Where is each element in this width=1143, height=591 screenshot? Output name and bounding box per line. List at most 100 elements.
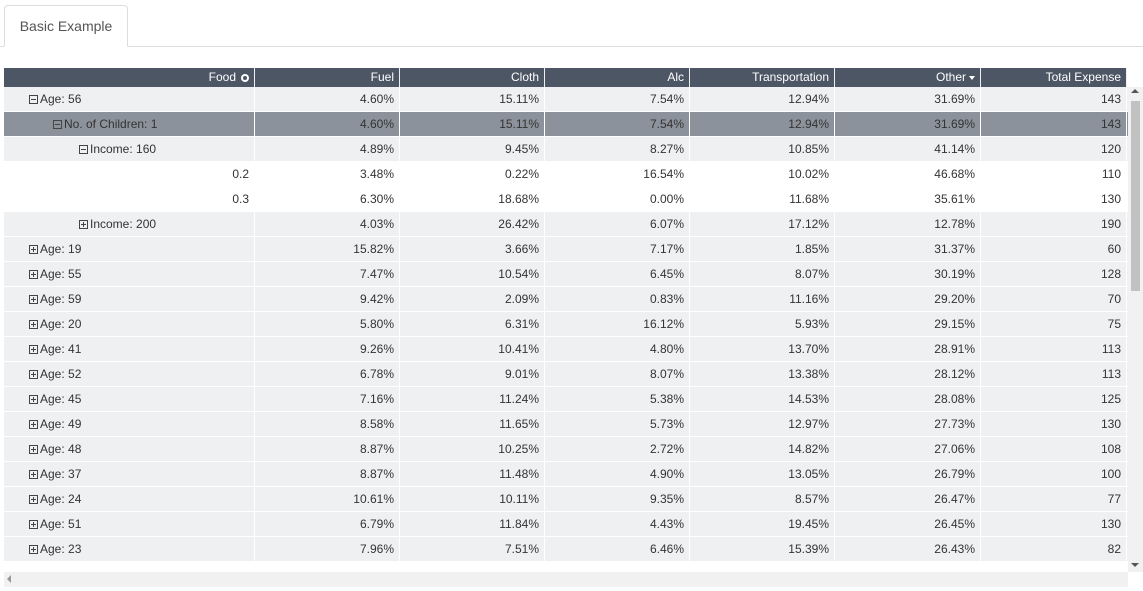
value-cell: 16.12%: [545, 312, 690, 336]
collapse-icon[interactable]: [29, 95, 38, 104]
table-row[interactable]: 0.2 3.48% 0.22% 16.54% 10.02% 46.68% 110: [4, 162, 1128, 187]
value-cell: 11.24%: [400, 387, 545, 411]
value-cell: 0.00%: [545, 187, 690, 211]
row-label-cell: Age: 52: [4, 362, 255, 386]
table-row[interactable]: Age: 24 10.61% 10.11% 9.35% 8.57% 26.47% 77: [4, 487, 1128, 512]
column-header[interactable]: Total Expense: [981, 68, 1127, 87]
table-row[interactable]: Age: 51 6.79% 11.84% 4.43% 19.45% 26.45% 130: [4, 512, 1128, 537]
value-cell: 113: [981, 362, 1127, 386]
value-cell: 4.43%: [545, 512, 690, 536]
column-title: Transportation: [752, 70, 829, 84]
value-cell: 10.25%: [400, 437, 545, 461]
row-label: Age: 37: [40, 467, 82, 481]
expand-icon[interactable]: [29, 445, 38, 454]
scroll-up[interactable]: [1131, 89, 1139, 93]
scroll-down[interactable]: [1131, 563, 1139, 567]
collapse-icon[interactable]: [79, 145, 88, 154]
expand-icon[interactable]: [29, 420, 38, 429]
row-label: Age: 56: [40, 92, 82, 106]
value-cell: 190: [981, 212, 1127, 236]
expand-icon[interactable]: [29, 495, 38, 504]
expand-icon[interactable]: [29, 370, 38, 379]
column-header[interactable]: Fuel: [255, 68, 400, 87]
row-label-cell: Age: 19: [4, 237, 255, 261]
value-cell: 128: [981, 262, 1127, 286]
value-cell: 2.09%: [400, 287, 545, 311]
expand-icon[interactable]: [29, 320, 38, 329]
row-label: Age: 23: [40, 542, 82, 556]
column-header[interactable]: Transportation: [690, 68, 835, 87]
value-cell: 10.54%: [400, 262, 545, 286]
collapse-icon[interactable]: [53, 120, 62, 129]
value-cell: 15.82%: [255, 237, 400, 261]
expand-icon[interactable]: [29, 245, 38, 254]
value-cell: 7.17%: [545, 237, 690, 261]
table-row[interactable]: Age: 19 15.82% 3.66% 7.17% 1.85% 31.37% 60: [4, 237, 1128, 262]
value-cell: 4.89%: [255, 137, 400, 161]
expand-icon[interactable]: [29, 395, 38, 404]
table-row[interactable]: Age: 20 5.80% 6.31% 16.12% 5.93% 29.15% 75: [4, 312, 1128, 337]
column-header[interactable]: Other: [835, 68, 981, 87]
table-row[interactable]: Age: 41 9.26% 10.41% 4.80% 13.70% 28.91% 113: [4, 337, 1128, 362]
tab[interactable]: Basic Example: [4, 5, 128, 47]
expand-icon[interactable]: [29, 470, 38, 479]
expand-icon[interactable]: [29, 295, 38, 304]
scroll-left[interactable]: [7, 575, 11, 583]
value-cell: 4.60%: [255, 112, 400, 136]
value-cell: 8.07%: [690, 262, 835, 286]
row-label: Age: 19: [40, 242, 82, 256]
table-row[interactable]: Income: 200 4.03% 26.42% 6.07% 17.12% 12.78% 1…: [4, 212, 1128, 237]
value-cell: 13.70%: [690, 337, 835, 361]
value-cell: 8.87%: [255, 437, 400, 461]
horizontal-scrollbar[interactable]: [4, 572, 1128, 587]
row-label: Age: 55: [40, 267, 82, 281]
column-header[interactable]: Cloth: [400, 68, 545, 87]
table-row[interactable]: Age: 59 9.42% 2.09% 0.83% 11.16% 29.20% 70: [4, 287, 1128, 312]
row-label-cell: Age: 37: [4, 462, 255, 486]
value-cell: 0.22%: [400, 162, 545, 186]
expand-icon[interactable]: [29, 520, 38, 529]
table-row[interactable]: Age: 52 6.78% 9.01% 8.07% 13.38% 28.12% 113: [4, 362, 1128, 387]
table-row[interactable]: Age: 55 7.47% 10.54% 6.45% 8.07% 30.19% 128: [4, 262, 1128, 287]
row-label: 0.3: [232, 192, 249, 206]
row-label-cell: Age: 23: [4, 537, 255, 561]
value-cell: 8.57%: [690, 487, 835, 511]
value-cell: 60: [981, 237, 1127, 261]
table-row[interactable]: Age: 56 4.60% 15.11% 7.54% 12.94% 31.69% 143: [4, 87, 1128, 112]
value-cell: 41.14%: [835, 137, 981, 161]
table-row[interactable]: Age: 37 8.87% 11.48% 4.90% 13.05% 26.79% 100: [4, 462, 1128, 487]
table-row[interactable]: Age: 48 8.87% 10.25% 2.72% 14.82% 27.06% 108: [4, 437, 1128, 462]
value-cell: 7.51%: [400, 537, 545, 561]
column-title: Total Expense: [1045, 70, 1121, 84]
value-cell: 120: [981, 137, 1127, 161]
value-cell: 12.94%: [690, 112, 835, 136]
value-cell: 18.68%: [400, 187, 545, 211]
value-cell: 16.54%: [545, 162, 690, 186]
table-row[interactable]: Age: 49 8.58% 11.65% 5.73% 12.97% 27.73% 130: [4, 412, 1128, 437]
row-label: 0.2: [232, 167, 249, 181]
expand-icon[interactable]: [29, 270, 38, 279]
settings-icon[interactable]: [241, 74, 249, 82]
table-row[interactable]: 0.3 6.30% 18.68% 0.00% 11.68% 35.61% 130: [4, 187, 1128, 212]
value-cell: 8.07%: [545, 362, 690, 386]
table-row[interactable]: Income: 160 4.89% 9.45% 8.27% 10.85% 41.14% 12…: [4, 137, 1128, 162]
table-row[interactable]: Age: 23 7.96% 7.51% 6.46% 15.39% 26.43% 82: [4, 537, 1128, 562]
value-cell: 143: [981, 112, 1127, 136]
row-label-cell: Age: 49: [4, 412, 255, 436]
value-cell: 4.03%: [255, 212, 400, 236]
value-cell: 11.68%: [690, 187, 835, 211]
scroll-thumb[interactable]: [1131, 101, 1140, 291]
table-row[interactable]: Age: 45 7.16% 11.24% 5.38% 14.53% 28.08% 125: [4, 387, 1128, 412]
value-cell: 10.41%: [400, 337, 545, 361]
row-label: Age: 45: [40, 392, 82, 406]
value-cell: 14.82%: [690, 437, 835, 461]
expand-icon[interactable]: [29, 545, 38, 554]
value-cell: 8.87%: [255, 462, 400, 486]
expand-icon[interactable]: [79, 220, 88, 229]
value-cell: 6.46%: [545, 537, 690, 561]
value-cell: 5.38%: [545, 387, 690, 411]
column-header[interactable]: Food: [4, 68, 255, 87]
expand-icon[interactable]: [29, 345, 38, 354]
column-header[interactable]: Alc: [545, 68, 690, 87]
table-row[interactable]: No. of Children: 1 4.60% 15.11% 7.54% 12.94%…: [4, 112, 1128, 137]
